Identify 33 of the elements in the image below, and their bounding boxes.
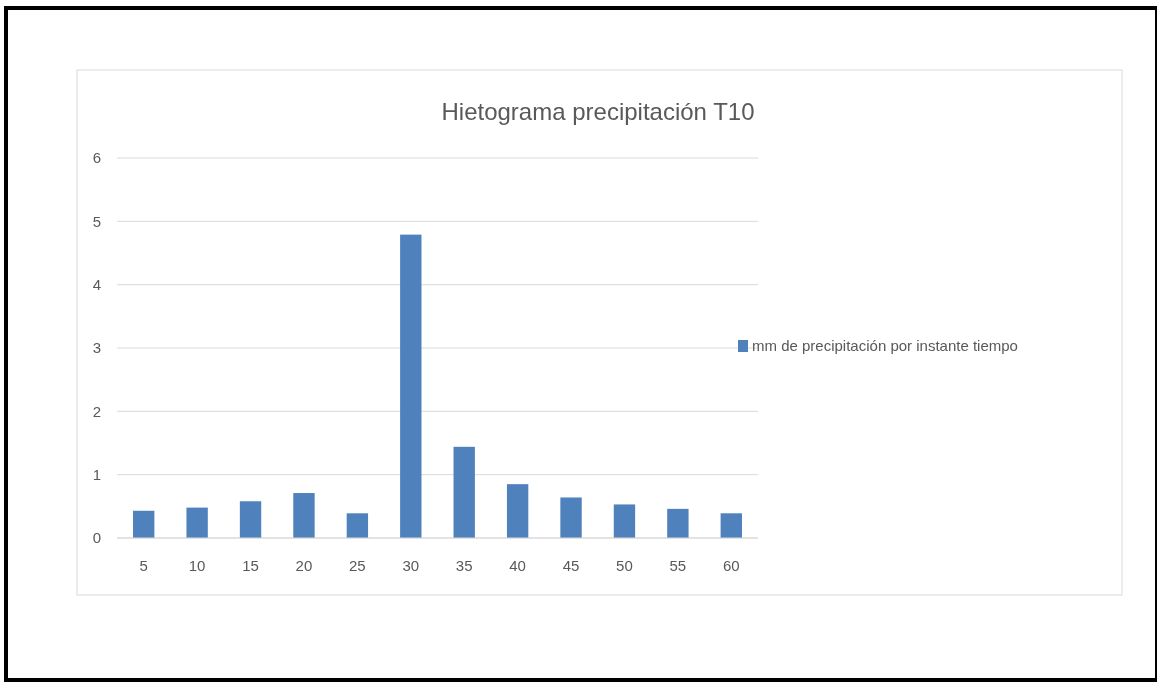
y-tick-label: 1 bbox=[92, 465, 102, 483]
bar bbox=[613, 504, 636, 538]
x-tick-label: 5 bbox=[139, 557, 148, 575]
x-tick-label: 45 bbox=[562, 557, 580, 575]
y-tick-label: 5 bbox=[92, 212, 102, 230]
x-tick-label: 10 bbox=[188, 557, 206, 575]
bar bbox=[346, 513, 369, 538]
x-tick-label: 60 bbox=[722, 557, 740, 575]
y-tick-label: 3 bbox=[92, 339, 102, 357]
y-tick-label: 4 bbox=[92, 275, 102, 293]
chart-title: Hietograma precipitación T10 bbox=[441, 98, 755, 125]
x-tick-label: 25 bbox=[349, 557, 366, 575]
bar bbox=[560, 497, 582, 538]
x-tick-label: 15 bbox=[242, 557, 259, 575]
bar bbox=[720, 513, 742, 538]
x-tick-label: 35 bbox=[455, 557, 473, 575]
y-tick-label: 6 bbox=[92, 149, 102, 167]
y-tick-label: 0 bbox=[92, 529, 102, 547]
legend-label: mm de precipitación por instante tiempo bbox=[752, 337, 1018, 355]
x-tick-label: 40 bbox=[509, 557, 526, 575]
bar bbox=[400, 234, 422, 538]
bar bbox=[453, 446, 475, 538]
x-tick-label: 30 bbox=[402, 557, 420, 575]
x-tick-label: 50 bbox=[616, 557, 633, 575]
bar bbox=[506, 484, 529, 538]
bar bbox=[133, 510, 155, 538]
y-tick-label: 2 bbox=[92, 402, 102, 420]
x-tick-label: 55 bbox=[669, 557, 687, 575]
x-tick-label: 20 bbox=[295, 557, 313, 575]
bar bbox=[293, 493, 315, 538]
bar bbox=[186, 507, 208, 538]
bar bbox=[239, 501, 262, 538]
bar bbox=[667, 508, 689, 538]
